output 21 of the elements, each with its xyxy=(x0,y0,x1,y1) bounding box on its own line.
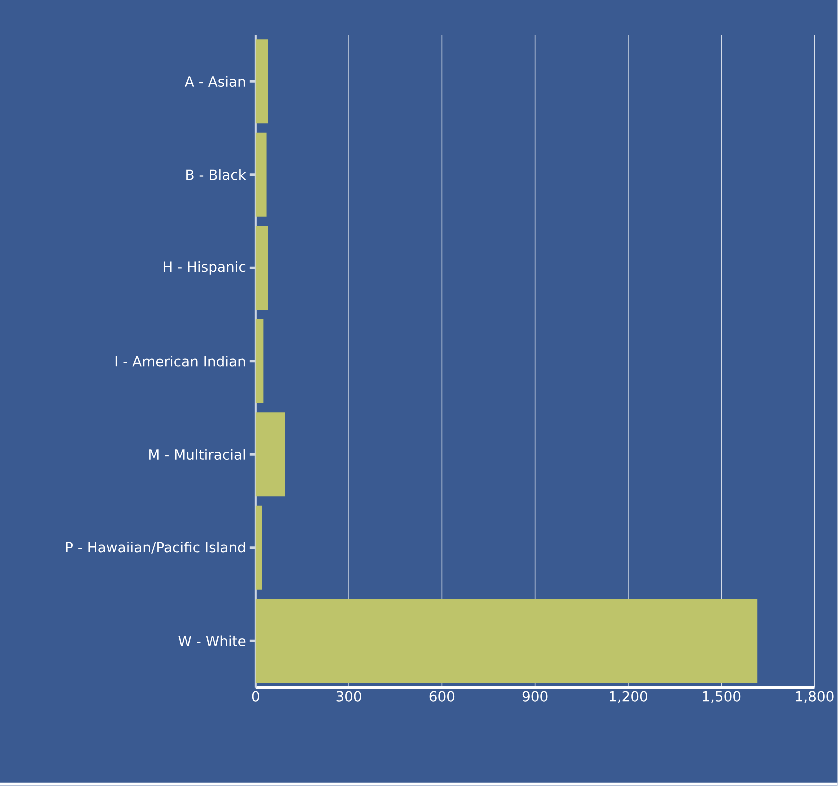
y-tick-label: M - Multiracial xyxy=(150,449,246,460)
x-tick-label: 600 xyxy=(430,691,455,702)
y-tick-label: B - Black xyxy=(186,170,246,180)
bar xyxy=(256,133,267,217)
bar xyxy=(256,599,758,684)
x-tick-label: 0 xyxy=(252,691,260,702)
y-tick-label: I - American Indian xyxy=(116,356,246,367)
y-tick-label: W - White xyxy=(178,636,246,647)
bar xyxy=(256,506,262,590)
x-tick-label: 1,800 xyxy=(796,691,834,704)
bar xyxy=(256,40,268,124)
bar xyxy=(256,226,268,310)
x-tick-label: 300 xyxy=(336,691,362,702)
x-tick-label: 900 xyxy=(522,691,548,702)
x-tick-label: 1,500 xyxy=(703,691,741,704)
y-tick-label: H - Hispanic xyxy=(164,262,246,276)
y-tick-label: A - Asian xyxy=(185,76,246,88)
y-tick-label: P - Hawaiian/Pacific Island xyxy=(66,542,246,554)
bar xyxy=(256,320,264,404)
x-tick-label: 1,200 xyxy=(610,691,648,704)
bar xyxy=(256,412,286,497)
